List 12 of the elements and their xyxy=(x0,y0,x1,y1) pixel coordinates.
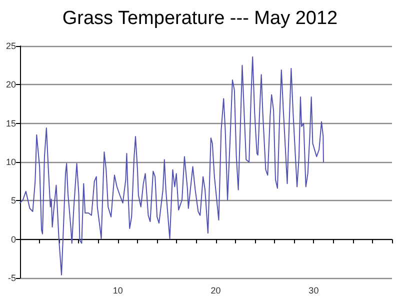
y-tick-label: 5 xyxy=(10,196,16,206)
y-tick-label: -5 xyxy=(8,273,16,283)
y-tick-label: 15 xyxy=(6,118,16,128)
line-series xyxy=(20,56,324,276)
x-tick-label: 20 xyxy=(210,286,221,296)
y-tick-label: 0 xyxy=(10,234,16,244)
chart-title: Grass Temperature --- May 2012 xyxy=(62,8,338,29)
x-tick-label: 10 xyxy=(112,286,123,296)
y-tick-label: 25 xyxy=(6,41,16,51)
x-tick-label: 30 xyxy=(308,286,319,296)
y-tick-label: 10 xyxy=(6,157,16,167)
y-tick-label: 20 xyxy=(6,80,16,90)
